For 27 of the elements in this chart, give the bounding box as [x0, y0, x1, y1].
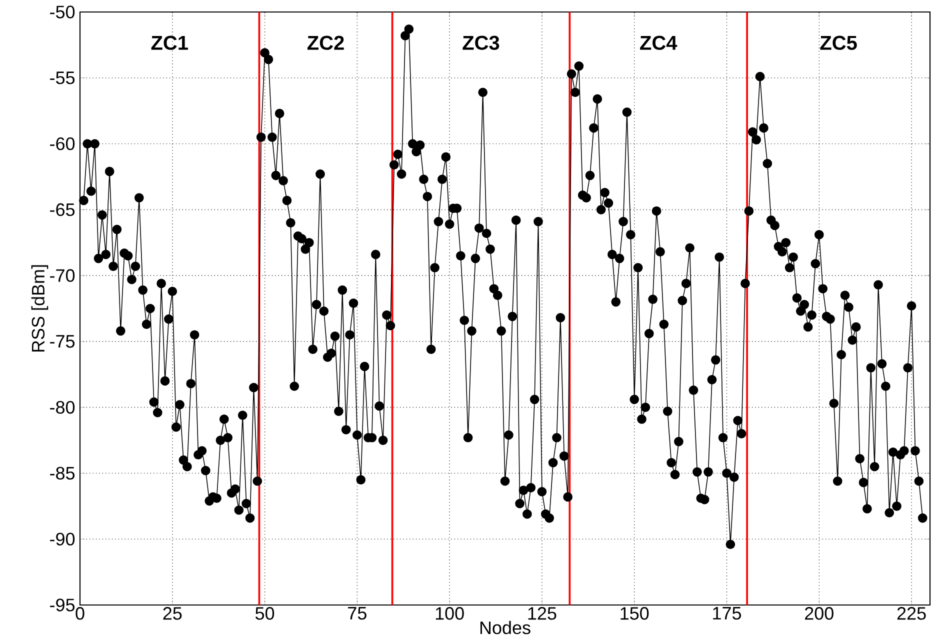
x-tick-label: 25 [163, 607, 182, 620]
x-tick-label: 150 [620, 607, 649, 620]
y-tick-label: -90 [50, 532, 75, 546]
x-tick-label: 50 [255, 607, 274, 620]
x-tick-label: 0 [76, 607, 84, 620]
x-tick-label: 175 [713, 607, 742, 620]
y-tick-label: -85 [50, 466, 75, 480]
x-tick-label: 75 [348, 607, 366, 620]
y-tick-label: -60 [50, 137, 75, 150]
x-tick-label: 200 [805, 607, 834, 620]
y-tick-label: -55 [50, 72, 75, 84]
y-tick-label: -95 [50, 598, 75, 612]
y-tick-label: -80 [50, 400, 75, 414]
annotation: ZC4 [640, 36, 678, 50]
annotation: ZC1 [151, 36, 188, 50]
x-tick-label: 225 [897, 607, 926, 620]
y-tick-label: -50 [50, 6, 75, 18]
annotation: ZC2 [307, 36, 344, 50]
y-axis-title: RSS [dBm] [31, 265, 48, 352]
x-tick-label: 100 [436, 607, 464, 620]
y-tick-label: -75 [50, 335, 75, 348]
y-tick-label: -65 [50, 203, 75, 216]
y-tick-label: -70 [50, 269, 75, 282]
annotation: ZC5 [820, 36, 857, 50]
annotation: ZC3 [462, 36, 500, 50]
x-axis-title: Nodes [480, 620, 530, 634]
x-tick-label: 125 [528, 607, 556, 620]
